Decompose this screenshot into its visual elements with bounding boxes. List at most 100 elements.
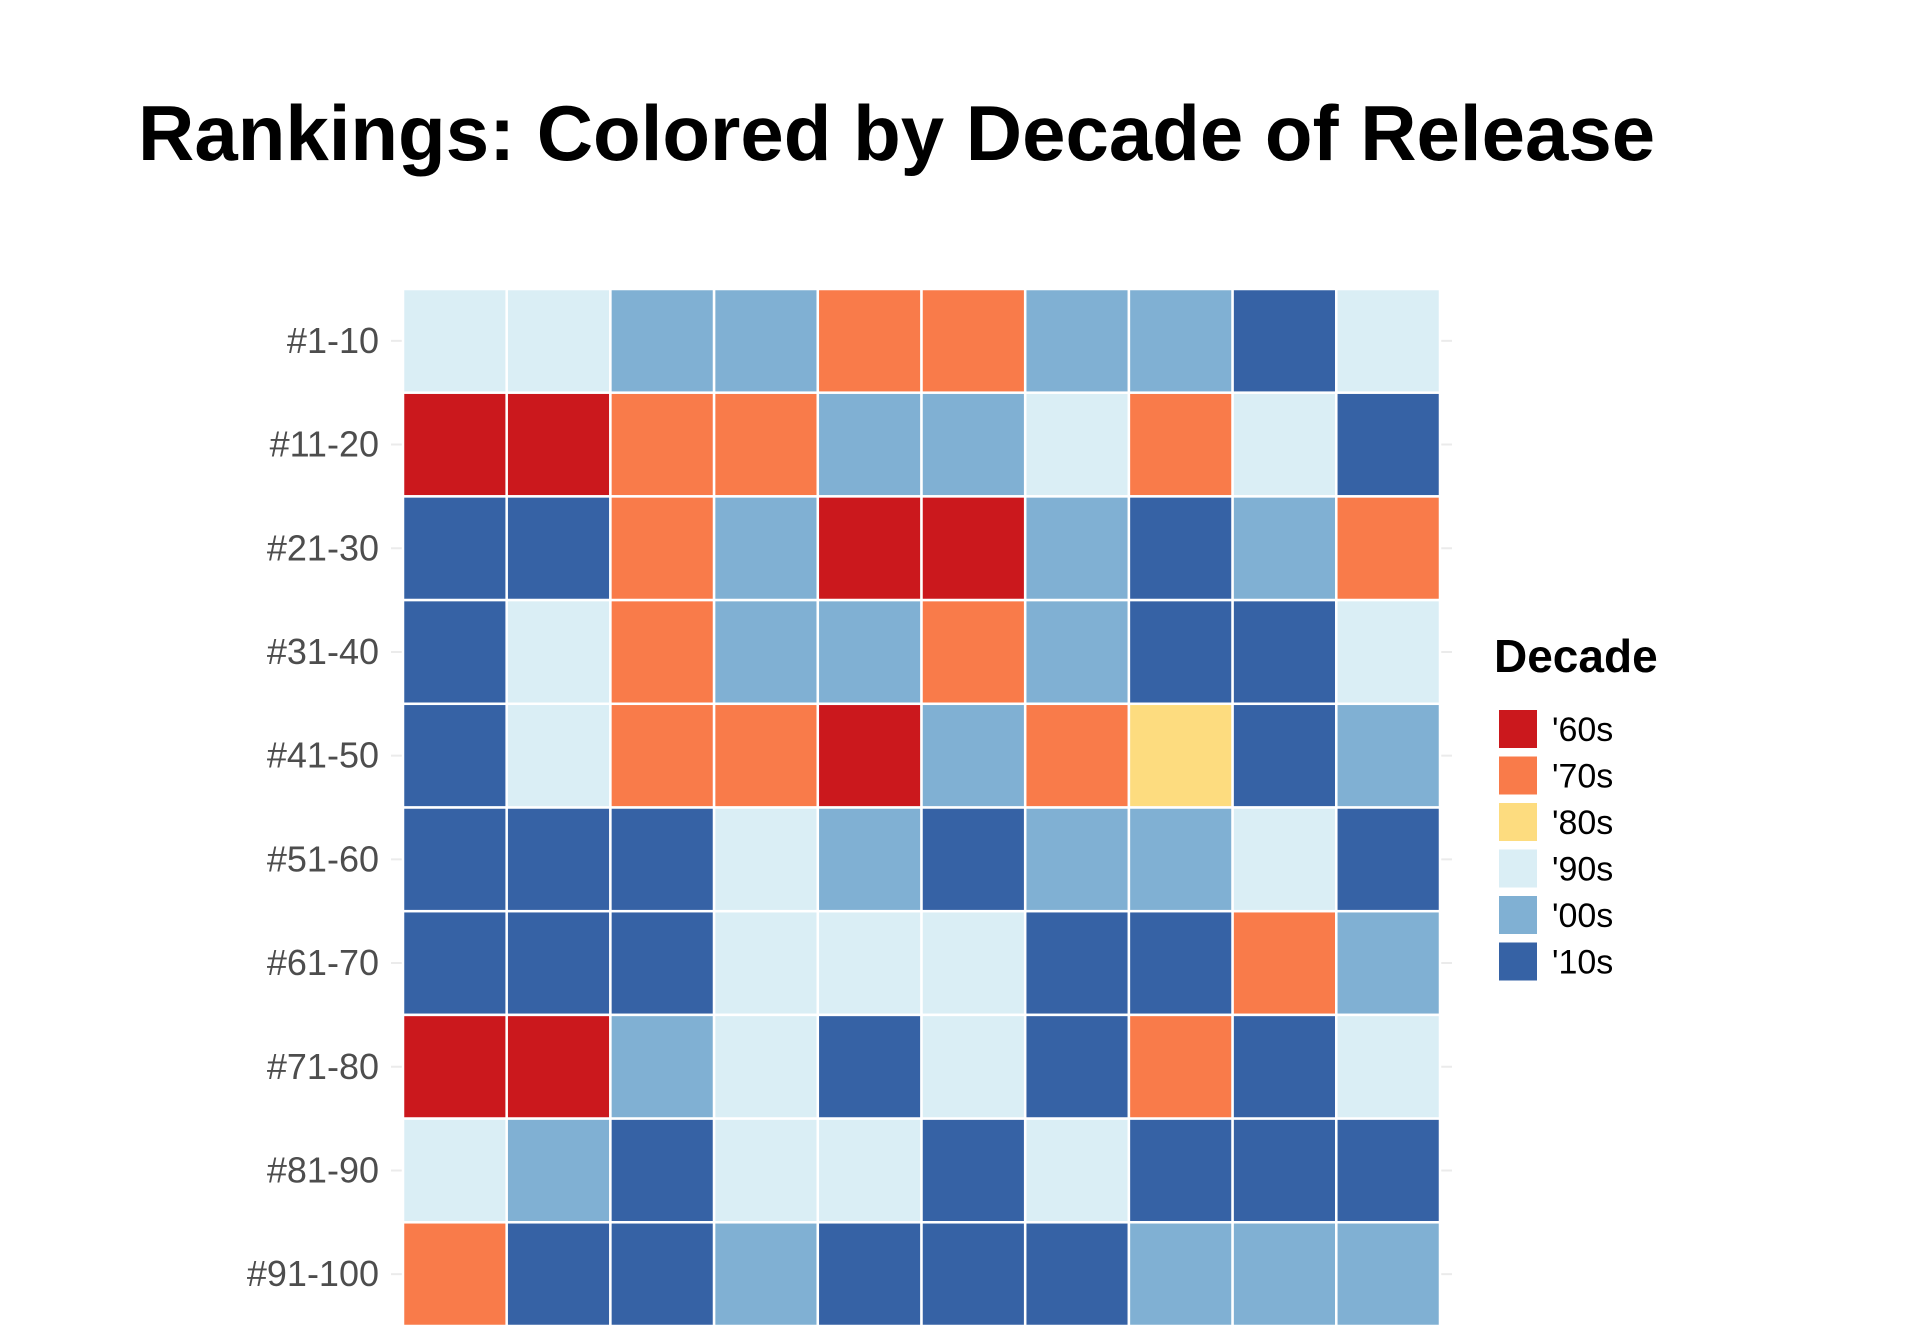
heatmap-cell bbox=[609, 287, 716, 394]
legend-label: '10s bbox=[1552, 944, 1613, 982]
heatmap-cell bbox=[1335, 702, 1442, 809]
heatmap-cell bbox=[712, 1013, 820, 1120]
heatmap-cell bbox=[1231, 1221, 1338, 1328]
heatmap-cell bbox=[609, 391, 716, 498]
heatmap-cell bbox=[1023, 1221, 1131, 1328]
legend-key bbox=[1497, 894, 1539, 936]
heatmap-cell bbox=[1127, 391, 1234, 498]
heatmap-cell bbox=[1127, 702, 1234, 809]
heatmap-cell bbox=[1127, 909, 1234, 1017]
row-tick-labels: #1-10 #11-20 #21-30 #31-40 #41-50 #51-60 #61-7… bbox=[247, 320, 379, 1294]
row-tick-label: #21-30 bbox=[267, 527, 379, 568]
heatmap-cell bbox=[920, 495, 1027, 602]
heatmap-cell bbox=[816, 909, 923, 1017]
heatmap-cell bbox=[1231, 391, 1338, 498]
heatmap-cell bbox=[1335, 495, 1442, 602]
heatmap-cell bbox=[401, 287, 508, 394]
heatmap-cell bbox=[505, 287, 612, 394]
row-tick-label: #31-40 bbox=[267, 631, 379, 672]
heatmap-cell bbox=[712, 909, 820, 1017]
heatmap-cell bbox=[1335, 909, 1442, 1017]
chart-title: Rankings: Colored by Decade of Release bbox=[138, 89, 1655, 177]
heatmap-cell bbox=[712, 391, 820, 498]
heatmap-cell bbox=[401, 391, 508, 498]
heatmap-cell bbox=[401, 1221, 508, 1328]
heatmap-cell bbox=[816, 598, 923, 706]
heatmap-cell bbox=[1127, 1013, 1234, 1120]
heatmap-cell bbox=[505, 1117, 612, 1224]
row-tick-label: #11-20 bbox=[270, 424, 379, 465]
heatmap-cell bbox=[1335, 1221, 1442, 1328]
heatmap-cell bbox=[920, 287, 1027, 394]
heatmap-cell bbox=[1231, 1013, 1338, 1120]
heatmap-cell bbox=[505, 598, 612, 706]
legend-key bbox=[1497, 801, 1539, 843]
heatmap-cell bbox=[1231, 1117, 1338, 1224]
heatmap-cell bbox=[816, 1221, 923, 1328]
heatmap-cell bbox=[401, 909, 508, 1017]
heatmap-cell bbox=[609, 598, 716, 706]
heatmap-cell bbox=[609, 909, 716, 1017]
heatmap-cell bbox=[505, 391, 612, 498]
heatmap-cell bbox=[920, 391, 1027, 498]
heatmap-cell bbox=[1335, 391, 1442, 498]
heatmap-cell bbox=[1127, 1117, 1234, 1224]
heatmap-cell bbox=[1023, 391, 1131, 498]
heatmap-cell bbox=[712, 702, 820, 809]
heatmap-cell bbox=[712, 806, 820, 913]
heatmap-cell bbox=[505, 702, 612, 809]
legend-items: '60s '70s '80s '90s '00s '10s bbox=[1497, 708, 1613, 983]
heatmap-cell bbox=[401, 806, 508, 913]
legend-key bbox=[1497, 940, 1539, 983]
heatmap-cell bbox=[712, 598, 820, 706]
heatmap-cell bbox=[816, 1013, 923, 1120]
row-tick-label: #71-80 bbox=[267, 1046, 379, 1087]
heatmap-cell bbox=[920, 806, 1027, 913]
legend-key bbox=[1497, 754, 1539, 797]
heatmap-cell bbox=[1335, 806, 1442, 913]
heatmap-cell bbox=[1023, 287, 1131, 394]
heatmap-cell bbox=[712, 1221, 820, 1328]
heatmap-cell bbox=[609, 1013, 716, 1120]
heatmap-cell bbox=[401, 702, 508, 809]
heatmap-cells bbox=[401, 287, 1442, 1328]
row-tick-label: #61-70 bbox=[267, 942, 379, 983]
heatmap-cell bbox=[1231, 702, 1338, 809]
heatmap-cell bbox=[816, 495, 923, 602]
heatmap-cell bbox=[1127, 495, 1234, 602]
heatmap-cell bbox=[1231, 909, 1338, 1017]
heatmap-cell bbox=[505, 909, 612, 1017]
heatmap-cell bbox=[609, 1117, 716, 1224]
legend-label: '70s bbox=[1552, 758, 1613, 796]
heatmap-cell bbox=[816, 1117, 923, 1224]
heatmap-cell bbox=[1127, 806, 1234, 913]
heatmap-cell bbox=[1023, 702, 1131, 809]
row-tick-label: #41-50 bbox=[267, 735, 379, 776]
heatmap-cell bbox=[505, 806, 612, 913]
heatmap-cell bbox=[712, 1117, 820, 1224]
legend-key bbox=[1497, 708, 1539, 750]
heatmap-cell bbox=[1231, 495, 1338, 602]
heatmap-cell bbox=[920, 909, 1027, 1017]
heatmap-cell bbox=[712, 287, 820, 394]
row-tick-label: #51-60 bbox=[267, 838, 379, 879]
heatmap-cell bbox=[505, 1221, 612, 1328]
heatmap-cell bbox=[816, 287, 923, 394]
heatmap-cell bbox=[1231, 598, 1338, 706]
legend-label: '00s bbox=[1552, 897, 1613, 935]
heatmap-cell bbox=[1023, 495, 1131, 602]
row-tick-label: #1-10 bbox=[287, 320, 379, 361]
heatmap-cell bbox=[401, 1117, 508, 1224]
heatmap-cell bbox=[1127, 598, 1234, 706]
heatmap-cell bbox=[1023, 1013, 1131, 1120]
heatmap-cell bbox=[609, 806, 716, 913]
heatmap-cell bbox=[1023, 806, 1131, 913]
heatmap-cell bbox=[712, 495, 820, 602]
heatmap-cell bbox=[920, 1013, 1027, 1120]
legend: Decade '60s '70s '80s '90s '00s '10s bbox=[1494, 630, 1658, 983]
heatmap-cell bbox=[401, 1013, 508, 1120]
heatmap-cell bbox=[1127, 287, 1234, 394]
heatmap-cell bbox=[1335, 1013, 1442, 1120]
legend-label: '90s bbox=[1552, 851, 1613, 889]
